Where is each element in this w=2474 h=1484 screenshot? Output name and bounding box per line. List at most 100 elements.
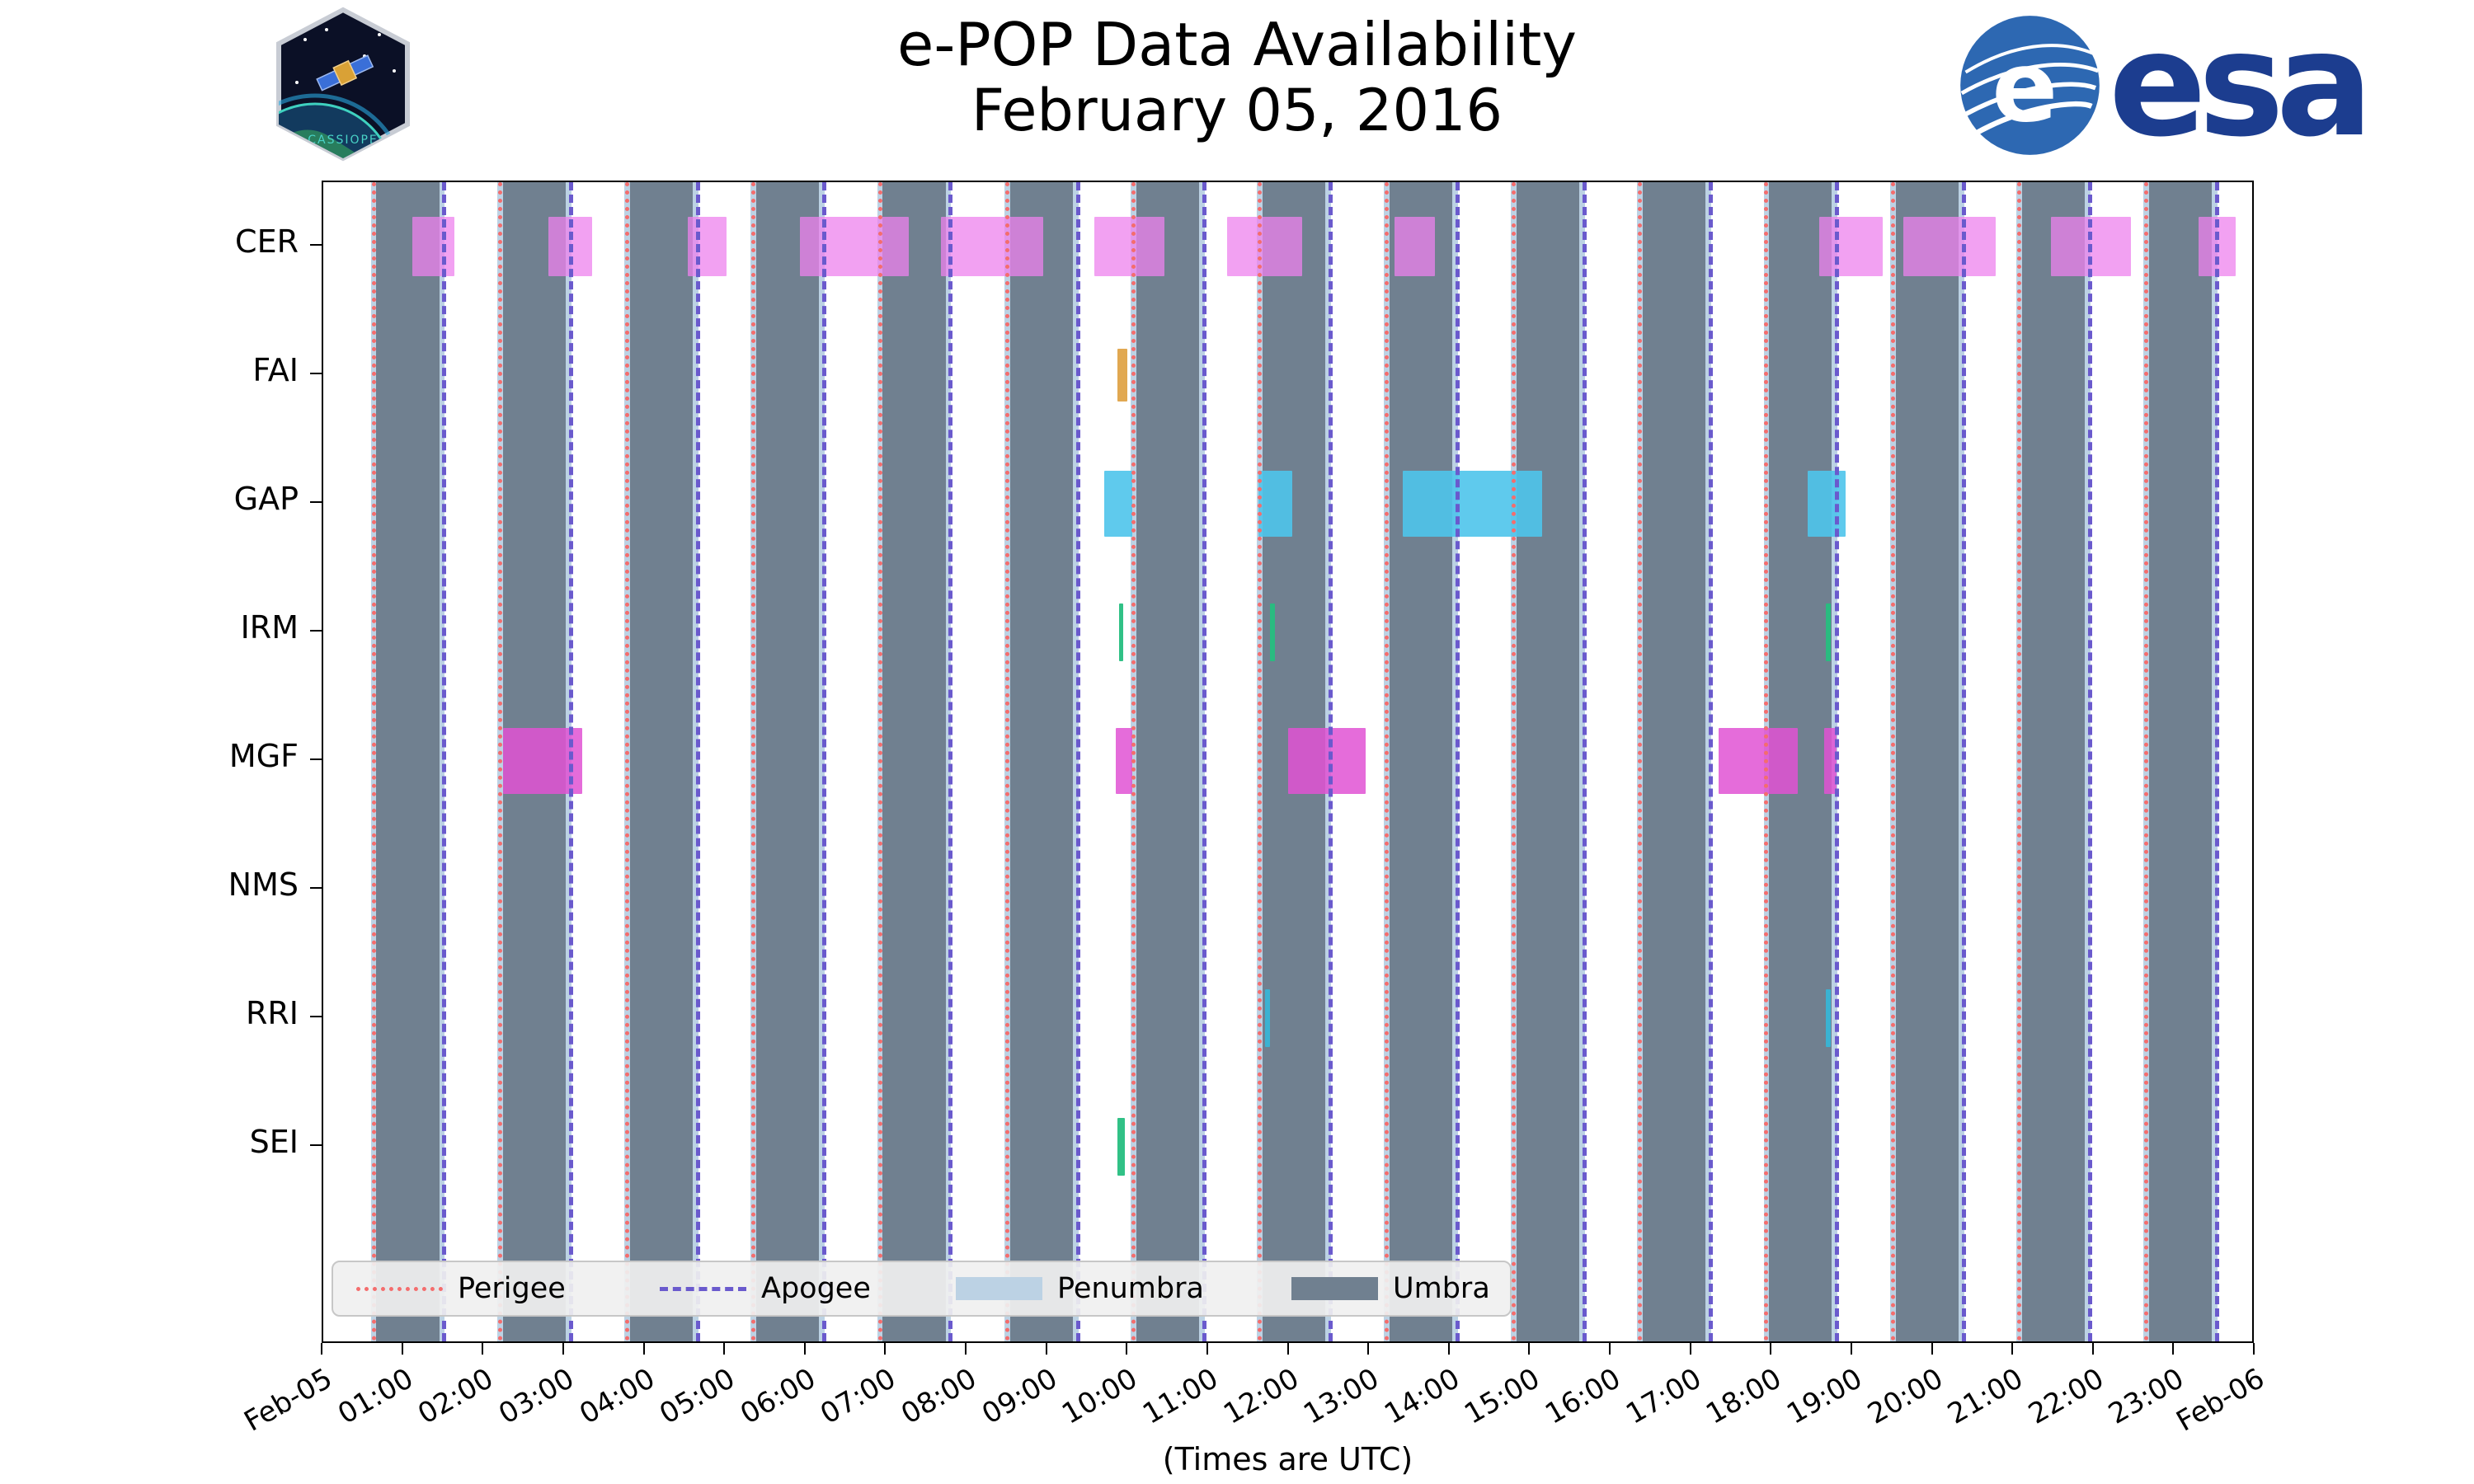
umbra-band <box>2149 182 2213 1341</box>
apogee-line <box>948 182 953 1341</box>
penumbra-band <box>2212 182 2218 1341</box>
y-tick-mark <box>310 1016 322 1017</box>
x-tick-mark <box>803 1343 806 1355</box>
x-tick-text: 10:00 <box>1056 1362 1144 1431</box>
data-bar-irm <box>1118 603 1124 661</box>
penumbra-band <box>819 182 825 1341</box>
perigee-line <box>2144 182 2149 1341</box>
legend-item-apogee: Apogee <box>660 1272 871 1305</box>
x-tick-text: 01:00 <box>332 1362 419 1431</box>
x-tick-text: 18:00 <box>1700 1362 1788 1431</box>
y-tick-mark <box>310 501 322 503</box>
x-tick-mark <box>2091 1343 2094 1355</box>
data-bar-mgf <box>1287 728 1366 794</box>
apogee-line <box>2087 182 2092 1341</box>
umbra-band <box>1389 182 1452 1341</box>
x-tick-mark <box>562 1343 564 1355</box>
esa-globe-icon: e <box>1960 16 2100 155</box>
x-tick-text: 14:00 <box>1378 1362 1465 1431</box>
cassiope-patch-text: CASSIOPE <box>308 134 379 147</box>
x-tick-text: 05:00 <box>654 1362 741 1431</box>
x-tick-text: 19:00 <box>1781 1362 1868 1431</box>
x-tick-mark <box>1689 1343 1691 1355</box>
umbra-band <box>1009 182 1073 1341</box>
y-tick-mark <box>310 244 322 246</box>
x-tick-text: 17:00 <box>1620 1362 1707 1431</box>
penumbra-band <box>2085 182 2091 1341</box>
x-tick-text: Feb-06 <box>2171 1362 2270 1439</box>
satellite-icon <box>316 54 374 92</box>
data-bar-gap <box>1103 471 1133 537</box>
data-bar-sei <box>1117 1118 1126 1176</box>
chart-title-block: e-POP Data Availability February 05, 201… <box>0 12 2474 143</box>
data-bar-gap <box>1258 471 1293 537</box>
x-tick-text: 22:00 <box>2022 1362 2109 1431</box>
x-tick-mark <box>1931 1343 1933 1355</box>
apogee-line <box>2215 182 2220 1341</box>
data-bar-cer <box>688 217 727 276</box>
perigee-line <box>497 182 502 1341</box>
penumbra-band <box>1578 182 1585 1341</box>
perigee-line <box>1764 182 1769 1341</box>
umbra-band <box>1643 182 1706 1341</box>
x-tick-mark <box>642 1343 645 1355</box>
y-tick-label: FAI <box>252 352 299 388</box>
umbra-band <box>756 182 820 1341</box>
data-bar-cer <box>799 217 909 276</box>
earth-atmosphere-arc <box>279 93 407 158</box>
x-tick-text: 07:00 <box>815 1362 902 1431</box>
y-tick-mark <box>310 630 322 632</box>
perigee-line <box>371 182 376 1341</box>
data-bar-fai <box>1117 349 1128 402</box>
apogee-line <box>1709 182 1714 1341</box>
apogee-line <box>695 182 700 1341</box>
x-axis-label: (Times are UTC) <box>1162 1441 1413 1477</box>
x-tick-mark <box>884 1343 887 1355</box>
y-tick-label: IRM <box>240 609 299 646</box>
cassiope-mission-patch: CASSIOPE <box>272 7 414 162</box>
penumbra-band <box>1705 182 1712 1341</box>
data-bar-mgf <box>1115 728 1133 794</box>
esa-logo: e esa <box>1958 13 2373 157</box>
legend-label-perigee: Perigee <box>458 1272 566 1305</box>
y-tick-label: MGF <box>228 738 299 774</box>
x-tick-mark <box>321 1343 322 1355</box>
penumbra-band <box>1958 182 1964 1341</box>
apogee-line <box>1835 182 1840 1341</box>
y-tick-mark <box>310 758 322 760</box>
apogee-line <box>1582 182 1587 1341</box>
data-bar-mgf <box>1718 728 1799 794</box>
perigee-line <box>1004 182 1009 1341</box>
perigee-line <box>1638 182 1643 1341</box>
apogee-line <box>1075 182 1080 1341</box>
penumbra-band <box>1072 182 1079 1341</box>
x-tick-mark <box>1770 1343 1772 1355</box>
legend-label-umbra: Umbra <box>1393 1272 1490 1305</box>
perigee-line <box>625 182 630 1341</box>
legend-item-umbra: Umbra <box>1291 1272 1490 1305</box>
x-tick-mark <box>1850 1343 1852 1355</box>
x-tick-mark <box>2011 1343 2014 1355</box>
umbra-band <box>1895 182 1959 1341</box>
umbra-band <box>1516 182 1579 1341</box>
umbra-band <box>882 182 946 1341</box>
perigee-line <box>1511 182 1516 1341</box>
legend-item-perigee: Perigee <box>356 1272 566 1305</box>
apogee-line <box>442 182 447 1341</box>
x-tick-text: 04:00 <box>573 1362 661 1431</box>
umbra-band <box>2021 182 2086 1341</box>
data-bar-cer <box>1227 217 1303 276</box>
x-tick-mark <box>2172 1343 2175 1355</box>
perigee-line <box>1384 182 1389 1341</box>
apogee-line-sample <box>660 1286 746 1291</box>
y-tick-mark <box>310 1144 322 1146</box>
apogee-line <box>1455 182 1460 1341</box>
x-tick-text: Feb-05 <box>238 1362 338 1439</box>
y-tick-label: CER <box>235 223 299 260</box>
x-tick-text: 11:00 <box>1137 1362 1224 1431</box>
legend-item-penumbra: Penumbra <box>956 1272 1204 1305</box>
apogee-line <box>1961 182 1966 1341</box>
y-tick-mark <box>310 887 322 889</box>
star <box>303 38 307 41</box>
x-tick-text: 20:00 <box>1861 1362 1949 1431</box>
